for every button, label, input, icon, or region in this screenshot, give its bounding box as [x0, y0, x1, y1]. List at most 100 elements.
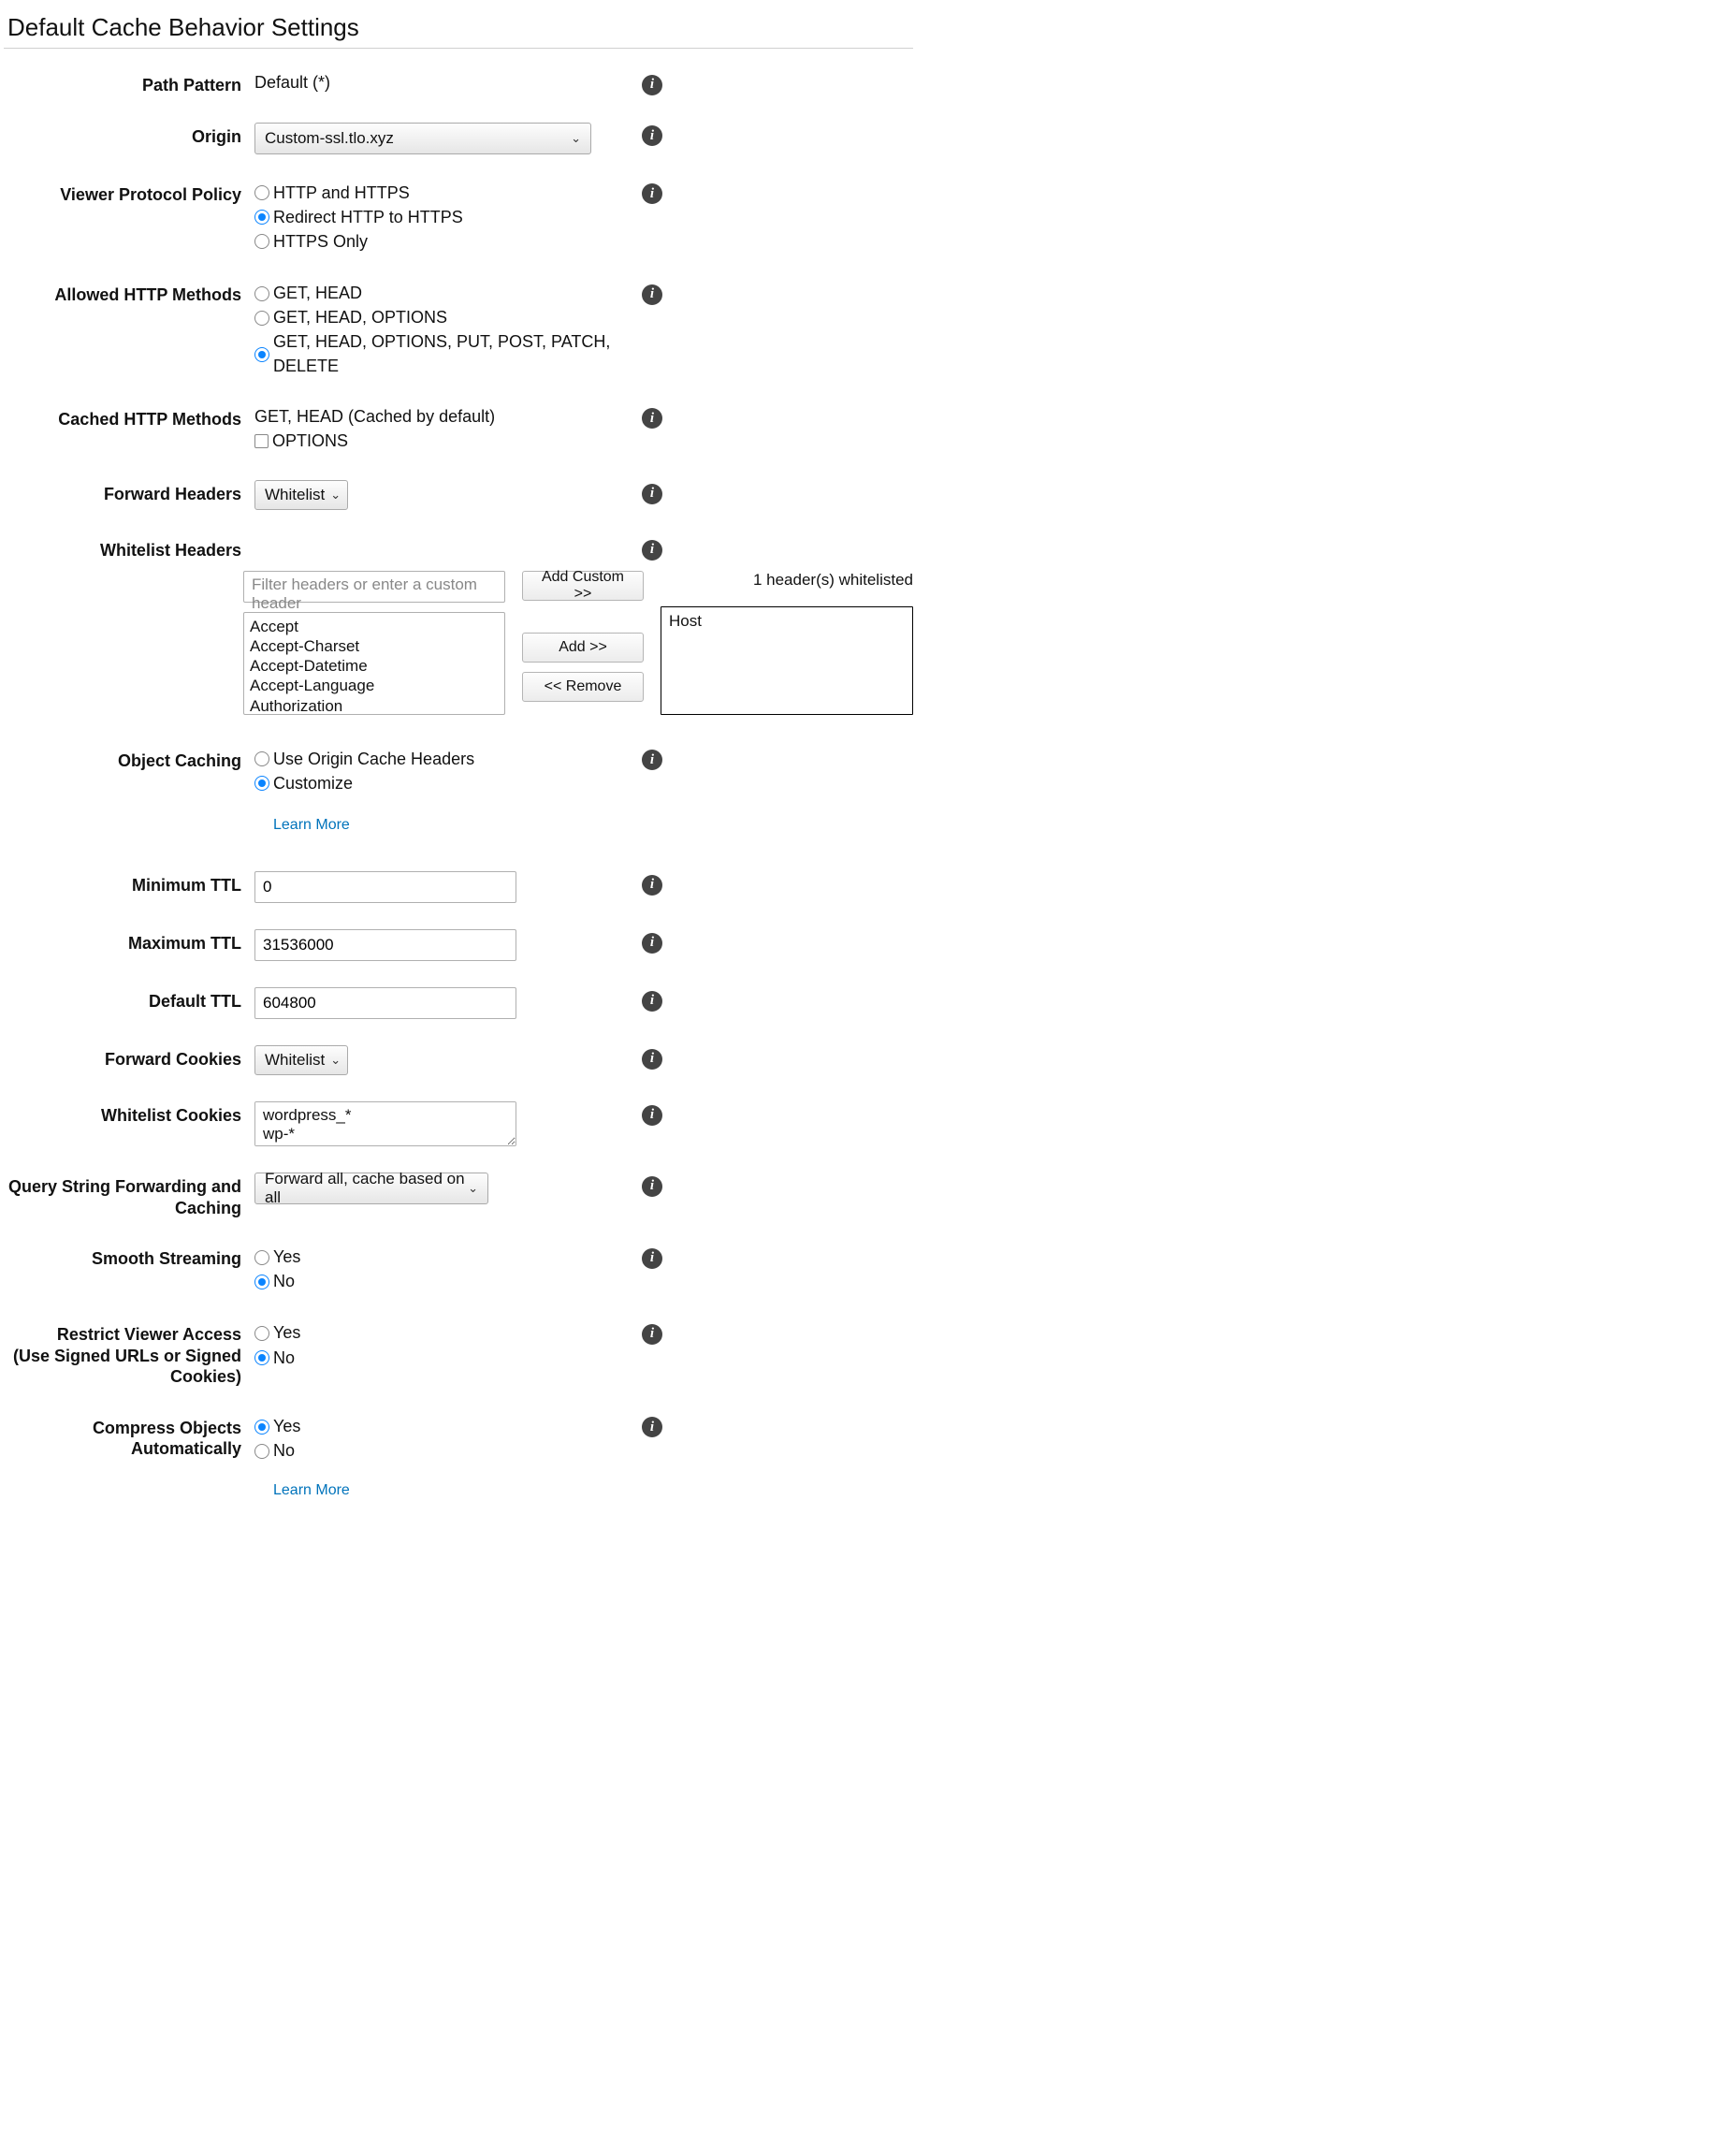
- objectCaching-option[interactable]: Use Origin Cache Headers: [254, 748, 629, 771]
- label-smooth-streaming: Smooth Streaming: [4, 1245, 254, 1270]
- row-path-pattern: Path Pattern Default (*) i: [4, 71, 913, 96]
- radio-icon[interactable]: [254, 751, 269, 766]
- default-ttl-input[interactable]: [254, 987, 516, 1019]
- label-whitelist-headers: Whitelist Headers: [4, 536, 254, 561]
- header-option[interactable]: Accept: [250, 617, 499, 636]
- radio-icon[interactable]: [254, 1444, 269, 1459]
- min-ttl-input[interactable]: [254, 871, 516, 903]
- info-icon[interactable]: i: [642, 1176, 662, 1197]
- radio-icon[interactable]: [254, 1326, 269, 1341]
- info-icon[interactable]: i: [642, 991, 662, 1012]
- info-icon[interactable]: i: [642, 1105, 662, 1126]
- row-whitelist-area: Filter headers or enter a custom header …: [4, 571, 913, 715]
- chevron-down-icon: ⌄: [330, 1053, 341, 1068]
- info-icon[interactable]: i: [642, 284, 662, 305]
- options-checkbox[interactable]: [254, 434, 269, 448]
- compress-option[interactable]: Yes: [254, 1415, 629, 1438]
- info-icon[interactable]: i: [642, 408, 662, 429]
- query-string-dropdown[interactable]: Forward all, cache based on all ⌄: [254, 1173, 488, 1204]
- viewerProtocol-option[interactable]: Redirect HTTP to HTTPS: [254, 206, 629, 229]
- objectCaching-option[interactable]: Customize: [254, 772, 629, 795]
- label-allowed-methods: Allowed HTTP Methods: [4, 281, 254, 306]
- info-icon[interactable]: i: [642, 484, 662, 504]
- allowedMethods-option[interactable]: GET, HEAD, OPTIONS: [254, 306, 629, 329]
- divider: [4, 48, 913, 49]
- add-button[interactable]: Add >>: [522, 633, 644, 663]
- radio-icon[interactable]: [254, 776, 269, 791]
- label-query-string: Query String Forwarding and Caching: [4, 1173, 254, 1218]
- radio-icon[interactable]: [254, 185, 269, 200]
- label-min-ttl: Minimum TTL: [4, 871, 254, 896]
- label-default-ttl: Default TTL: [4, 987, 254, 1012]
- add-custom-button[interactable]: Add Custom >>: [522, 571, 644, 601]
- forward-headers-dropdown[interactable]: Whitelist ⌄: [254, 480, 348, 510]
- info-icon[interactable]: i: [642, 933, 662, 954]
- label-compress: Compress Objects Automatically: [4, 1414, 254, 1460]
- allowedMethods-option[interactable]: GET, HEAD: [254, 282, 629, 305]
- forward-cookies-dropdown[interactable]: Whitelist ⌄: [254, 1045, 348, 1075]
- info-icon[interactable]: i: [642, 540, 662, 561]
- query-string-value: Forward all, cache based on all: [265, 1170, 468, 1207]
- cached-methods-static: GET, HEAD (Cached by default): [254, 405, 629, 429]
- selected-header[interactable]: Host: [669, 611, 905, 631]
- smoothStreaming-option[interactable]: No: [254, 1270, 629, 1293]
- label-restrict-viewer: Restrict Viewer Access (Use Signed URLs …: [4, 1320, 254, 1388]
- radio-label: No: [273, 1439, 295, 1463]
- learn-more-link[interactable]: Learn More: [273, 817, 350, 834]
- viewerProtocol-option[interactable]: HTTPS Only: [254, 230, 629, 254]
- radio-label: HTTP and HTTPS: [273, 182, 410, 205]
- radio-icon[interactable]: [254, 311, 269, 326]
- chevron-down-icon: ⌄: [330, 488, 341, 503]
- smoothStreaming-option[interactable]: Yes: [254, 1246, 629, 1269]
- label-forward-headers: Forward Headers: [4, 480, 254, 505]
- learn-more-link[interactable]: Learn More: [273, 1482, 350, 1499]
- header-option[interactable]: Accept-Language: [250, 676, 499, 695]
- row-whitelist-headers: Whitelist Headers i: [4, 536, 913, 561]
- header-filter-input[interactable]: Filter headers or enter a custom header: [243, 571, 505, 603]
- forward-cookies-value: Whitelist: [265, 1051, 325, 1070]
- remove-button[interactable]: << Remove: [522, 672, 644, 702]
- value-path-pattern: Default (*): [254, 71, 629, 95]
- max-ttl-input[interactable]: [254, 929, 516, 961]
- radio-icon[interactable]: [254, 1420, 269, 1435]
- compress-option[interactable]: No: [254, 1439, 629, 1463]
- radio-icon[interactable]: [254, 1250, 269, 1265]
- radio-label: Customize: [273, 772, 353, 795]
- row-min-ttl: Minimum TTL i: [4, 871, 913, 903]
- header-option[interactable]: Accept-Datetime: [250, 656, 499, 676]
- info-icon[interactable]: i: [642, 1049, 662, 1070]
- radio-icon[interactable]: [254, 210, 269, 225]
- row-whitelist-cookies: Whitelist Cookies wordpress_* wp-* i: [4, 1101, 913, 1146]
- selected-headers-list[interactable]: Host: [661, 606, 913, 715]
- viewerProtocol-option[interactable]: HTTP and HTTPS: [254, 182, 629, 205]
- row-forward-cookies: Forward Cookies Whitelist ⌄ i: [4, 1045, 913, 1075]
- label-object-caching: Object Caching: [4, 747, 254, 772]
- radio-icon[interactable]: [254, 286, 269, 301]
- info-icon[interactable]: i: [642, 183, 662, 204]
- info-icon[interactable]: i: [642, 1248, 662, 1269]
- restrictViewer-option[interactable]: Yes: [254, 1321, 629, 1345]
- info-icon[interactable]: i: [642, 1417, 662, 1437]
- radio-icon[interactable]: [254, 1350, 269, 1365]
- radio-icon[interactable]: [254, 234, 269, 249]
- info-icon[interactable]: i: [642, 125, 662, 146]
- radio-icon[interactable]: [254, 1275, 269, 1289]
- row-allowed-methods: Allowed HTTP Methods GET, HEADGET, HEAD,…: [4, 281, 913, 379]
- whitelist-cookies-textarea[interactable]: wordpress_* wp-*: [254, 1101, 516, 1146]
- row-max-ttl: Maximum TTL i: [4, 929, 913, 961]
- info-icon[interactable]: i: [642, 875, 662, 896]
- label-cached-methods: Cached HTTP Methods: [4, 405, 254, 430]
- row-viewer-protocol: Viewer Protocol Policy HTTP and HTTPSRed…: [4, 181, 913, 255]
- restrictViewer-option[interactable]: No: [254, 1347, 629, 1370]
- row-cached-methods: Cached HTTP Methods GET, HEAD (Cached by…: [4, 405, 913, 454]
- radio-label: Yes: [273, 1415, 300, 1438]
- origin-dropdown[interactable]: Custom-ssl.tlo.xyz ⌄: [254, 123, 591, 154]
- info-icon[interactable]: i: [642, 75, 662, 95]
- header-option[interactable]: Accept-Charset: [250, 636, 499, 656]
- header-option[interactable]: Authorization: [250, 696, 499, 715]
- available-headers-list[interactable]: AcceptAccept-CharsetAccept-DatetimeAccep…: [243, 612, 505, 715]
- info-icon[interactable]: i: [642, 750, 662, 770]
- info-icon[interactable]: i: [642, 1324, 662, 1345]
- allowedMethods-option[interactable]: GET, HEAD, OPTIONS, PUT, POST, PATCH, DE…: [254, 330, 629, 377]
- radio-icon[interactable]: [254, 347, 269, 362]
